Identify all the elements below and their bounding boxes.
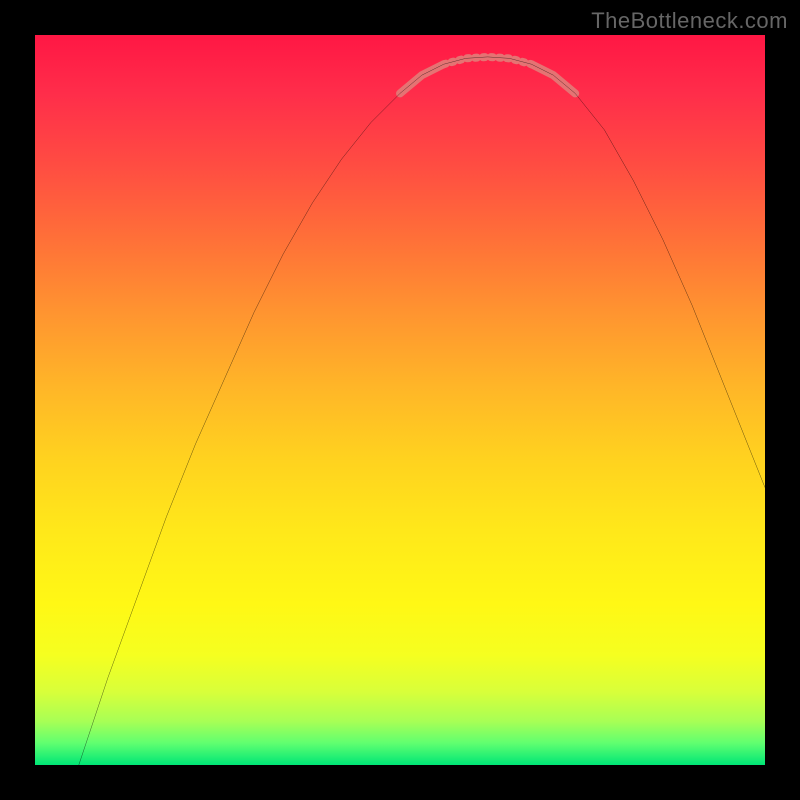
marker-segment	[531, 64, 575, 93]
marker-segment	[400, 64, 444, 93]
plot-area	[35, 35, 765, 765]
chart-curve	[35, 35, 765, 765]
watermark-text: TheBottleneck.com	[591, 8, 788, 34]
